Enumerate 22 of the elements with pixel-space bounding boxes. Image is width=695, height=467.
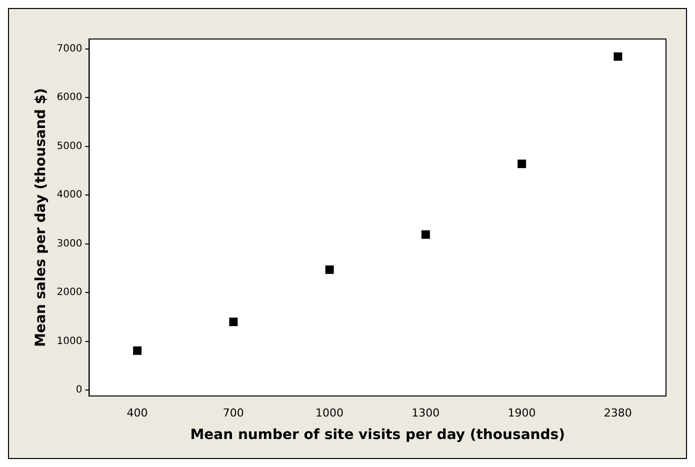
point <box>325 265 334 274</box>
x-axis-title: Mean number of site visits per day (thousands) <box>190 427 565 444</box>
y-tick-label: 1000 <box>56 336 82 347</box>
point <box>518 160 526 168</box>
x-tick-label: 400 <box>126 406 148 420</box>
x-tick-label: 2380 <box>604 406 632 420</box>
x-tick-label: 1300 <box>412 406 440 420</box>
point <box>421 230 430 239</box>
point <box>614 52 622 61</box>
y-tick-label: 5000 <box>56 140 82 152</box>
y-tick-label: 0 <box>76 384 82 396</box>
y-tick-label: 7000 <box>56 43 82 54</box>
point <box>133 346 142 355</box>
y-tick-label: 2000 <box>56 287 82 298</box>
point <box>229 318 238 326</box>
x-tick-label: 700 <box>222 406 244 420</box>
x-tick-label: 1000 <box>316 406 344 420</box>
y-axis-title: Mean sales per day (thousand $) <box>33 88 50 347</box>
y-tick-label: 4000 <box>56 190 82 201</box>
y-tick-label: 3000 <box>56 238 82 250</box>
y-tick-label: 6000 <box>56 92 82 104</box>
x-tick-label: 1900 <box>508 406 536 420</box>
